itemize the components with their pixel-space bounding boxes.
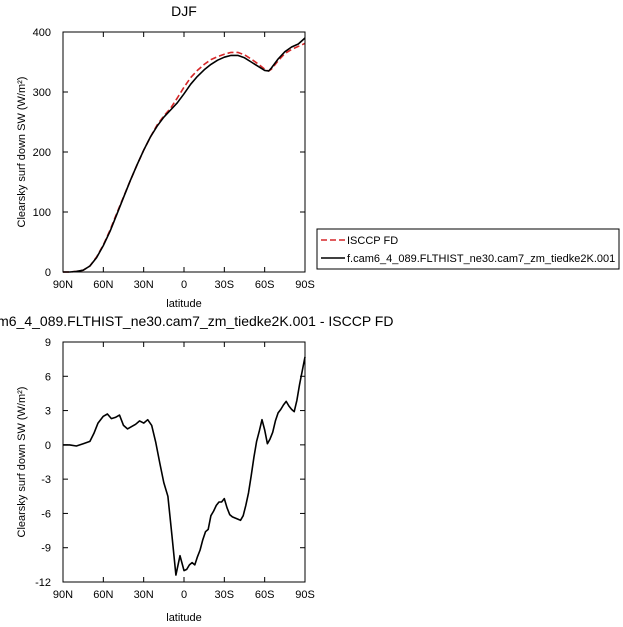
top-y-tick-label: 0	[45, 267, 51, 279]
top-x-tick-label: 60S	[255, 279, 275, 291]
bottom-x-tick-label: 60S	[255, 589, 275, 601]
bottom-y-tick-label: -9	[41, 543, 51, 555]
bottom-axes: 90N 60N 30N 0 30S 60S 90S -12 -9 -6 -3 0 3 6 9	[35, 337, 315, 601]
bottom-y-tick-label: -12	[35, 577, 51, 589]
top-x-tick-label: 30S	[215, 279, 235, 291]
top-plot-frame	[62, 31, 306, 273]
bottom-plot-frame	[62, 341, 306, 583]
bottom-x-tick-label: 90S	[295, 589, 315, 601]
top-y-tick-label: 100	[33, 207, 51, 219]
legend-label-model: f.cam6_4_089.FLTHIST_ne30.cam7_zm_tiedke…	[347, 253, 615, 265]
bottom-series-line-0	[63, 356, 306, 576]
top-x-tick-label: 0	[181, 279, 187, 291]
top-x-tick-label: 30N	[134, 279, 154, 291]
legend: ISCCP FD f.cam6_4_089.FLTHIST_ne30.cam7_…	[316, 228, 620, 270]
bottom-panel: f.cam6_4_089.FLTHIST_ne30.cam7_zm_tiedke…	[0, 313, 393, 624]
top-x-axis-label: latitude	[166, 298, 201, 310]
bottom-y-tick-label: 6	[45, 371, 51, 383]
bottom-y-tick-label: -3	[41, 474, 51, 486]
top-chart-title: DJF	[171, 3, 197, 19]
bottom-y-tick-label: 9	[45, 337, 51, 349]
bottom-x-tick-label: 60N	[93, 589, 113, 601]
top-panel: DJF 90N 60N 30N 0 30S 60S 90S 0 100 200 300 400 lat…	[16, 3, 315, 310]
bottom-x-axis-label: latitude	[166, 612, 201, 624]
bottom-y-tick-label: 3	[45, 406, 51, 418]
bottom-series-lines	[63, 356, 306, 576]
bottom-chart-title: f.cam6_4_089.FLTHIST_ne30.cam7_zm_tiedke…	[0, 313, 393, 329]
bottom-x-tick-label: 90N	[53, 589, 73, 601]
bottom-x-tick-label: 0	[181, 589, 187, 601]
top-y-tick-label: 200	[33, 147, 51, 159]
top-series-line-1	[63, 37, 306, 273]
top-series-line-0	[63, 42, 306, 273]
top-series-lines	[63, 37, 306, 273]
bottom-x-tick-label: 30N	[134, 589, 154, 601]
top-x-tick-label: 90N	[53, 279, 73, 291]
legend-label-isccp: ISCCP FD	[347, 235, 398, 247]
legend-box	[316, 228, 620, 270]
bottom-x-tick-label: 30S	[215, 589, 235, 601]
top-x-tick-label: 60N	[93, 279, 113, 291]
top-axes: 90N 60N 30N 0 30S 60S 90S 0 100 200 300 400	[33, 27, 315, 291]
top-y-tick-label: 400	[33, 27, 51, 39]
top-x-tick-label: 90S	[295, 279, 315, 291]
top-y-tick-label: 300	[33, 87, 51, 99]
bottom-y-tick-label: 0	[45, 440, 51, 452]
bottom-y-axis-label: Clearsky surf down SW (W/m²)	[16, 387, 28, 538]
top-y-axis-label: Clearsky surf down SW (W/m²)	[16, 77, 28, 228]
bottom-y-tick-label: -6	[41, 508, 51, 520]
